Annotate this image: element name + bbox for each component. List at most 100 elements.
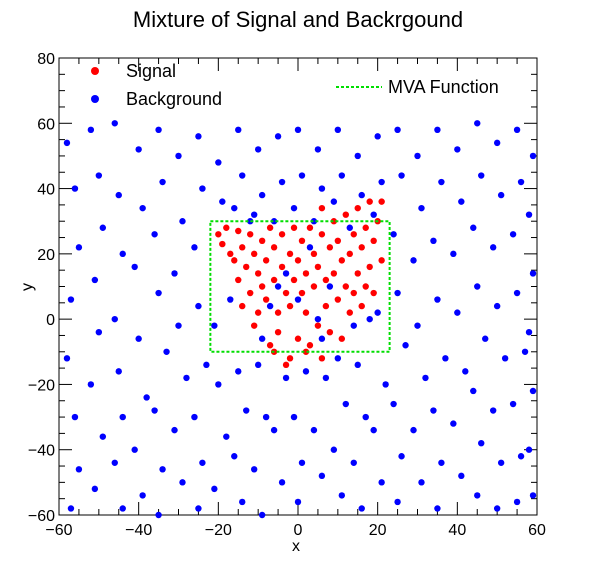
background-point bbox=[398, 172, 405, 179]
y-tick-label: 60 bbox=[37, 116, 55, 133]
background-point bbox=[119, 250, 126, 258]
y-tick-labels: −60 −40 −20 0 20 40 60 80 bbox=[28, 51, 55, 525]
x-tick-label: 0 bbox=[294, 522, 303, 539]
background-point bbox=[529, 152, 537, 160]
signal-point bbox=[274, 309, 282, 316]
background-point bbox=[454, 146, 461, 153]
x-tick-label: −20 bbox=[205, 522, 232, 539]
background-point bbox=[450, 420, 457, 427]
background-point bbox=[414, 152, 421, 160]
signal-point bbox=[326, 244, 334, 251]
x-tick-label: −60 bbox=[45, 522, 72, 539]
signal-point bbox=[306, 342, 314, 349]
background-point bbox=[135, 146, 142, 153]
background-point bbox=[338, 492, 346, 499]
background-point bbox=[374, 133, 381, 140]
background-point bbox=[175, 322, 182, 329]
background-point bbox=[131, 446, 138, 453]
background-point bbox=[402, 342, 409, 349]
background-point bbox=[151, 407, 158, 414]
background-point bbox=[139, 204, 146, 212]
background-point bbox=[282, 270, 290, 277]
background-point bbox=[489, 244, 497, 251]
background-point bbox=[179, 479, 186, 486]
signal-point bbox=[270, 276, 278, 284]
signal-point bbox=[314, 263, 322, 271]
signal-point bbox=[350, 231, 357, 238]
background-point bbox=[338, 172, 346, 179]
background-point bbox=[346, 224, 353, 231]
signal-point bbox=[298, 237, 306, 244]
signal-point bbox=[262, 296, 270, 303]
background-point bbox=[135, 335, 142, 342]
chart-title: Mixture of Signal and Backrgound bbox=[133, 7, 463, 32]
background-point bbox=[171, 426, 178, 434]
y-axis-label: y bbox=[19, 283, 36, 291]
background-point bbox=[115, 368, 122, 375]
background-point bbox=[454, 309, 461, 316]
background-point bbox=[310, 218, 318, 225]
background-point bbox=[529, 270, 537, 277]
background-point bbox=[111, 120, 118, 127]
signal-point bbox=[278, 263, 286, 271]
background-point bbox=[294, 498, 302, 506]
background-point bbox=[250, 466, 258, 473]
background-point bbox=[211, 322, 218, 329]
signal-point bbox=[302, 348, 310, 355]
background-point bbox=[470, 387, 477, 395]
signal-point bbox=[298, 289, 306, 297]
signal-point bbox=[330, 218, 338, 225]
signal-point bbox=[239, 302, 246, 310]
background-point bbox=[282, 374, 290, 382]
signal-point bbox=[282, 361, 290, 369]
signal-point bbox=[354, 204, 361, 212]
background-point bbox=[195, 133, 202, 140]
signal-point bbox=[310, 283, 318, 290]
background-point bbox=[509, 400, 517, 408]
background-point bbox=[482, 335, 489, 342]
background-point bbox=[115, 191, 122, 199]
background-point bbox=[370, 426, 377, 434]
background-point bbox=[250, 211, 258, 218]
background-point bbox=[143, 394, 150, 401]
signal-point bbox=[370, 289, 377, 297]
background-point bbox=[99, 433, 107, 440]
y-tick-label: 80 bbox=[37, 51, 55, 68]
background-point bbox=[438, 178, 445, 186]
background-point bbox=[191, 244, 198, 251]
background-point bbox=[509, 231, 517, 238]
signal-point bbox=[342, 283, 349, 290]
background-point bbox=[513, 289, 521, 297]
background-point bbox=[195, 505, 202, 512]
background-point bbox=[155, 126, 162, 134]
background-point bbox=[390, 400, 397, 408]
background-point bbox=[366, 315, 373, 323]
y-tick-label: −20 bbox=[28, 377, 55, 394]
background-point bbox=[191, 413, 198, 421]
background-point bbox=[394, 126, 401, 134]
background-point bbox=[318, 185, 326, 192]
signal-point bbox=[310, 250, 318, 258]
signal-point bbox=[250, 250, 258, 258]
background-point bbox=[450, 250, 457, 258]
signal-point bbox=[302, 309, 310, 316]
background-point bbox=[434, 296, 441, 303]
signal-point bbox=[378, 257, 385, 264]
background-point bbox=[474, 120, 481, 127]
background-point bbox=[119, 505, 126, 512]
background-point bbox=[390, 231, 397, 238]
signal-point bbox=[231, 257, 238, 264]
signal-point bbox=[290, 224, 298, 231]
background-point bbox=[199, 185, 206, 192]
background-point bbox=[155, 289, 162, 297]
background-point bbox=[334, 126, 342, 134]
background-point bbox=[298, 459, 306, 466]
background-point bbox=[525, 446, 533, 453]
signal-point bbox=[290, 276, 298, 284]
signal-point bbox=[254, 270, 262, 277]
signal-point bbox=[274, 329, 282, 336]
background-point bbox=[231, 204, 238, 212]
background-point bbox=[91, 485, 99, 493]
signal-point bbox=[247, 231, 254, 238]
signal-point bbox=[354, 270, 361, 277]
